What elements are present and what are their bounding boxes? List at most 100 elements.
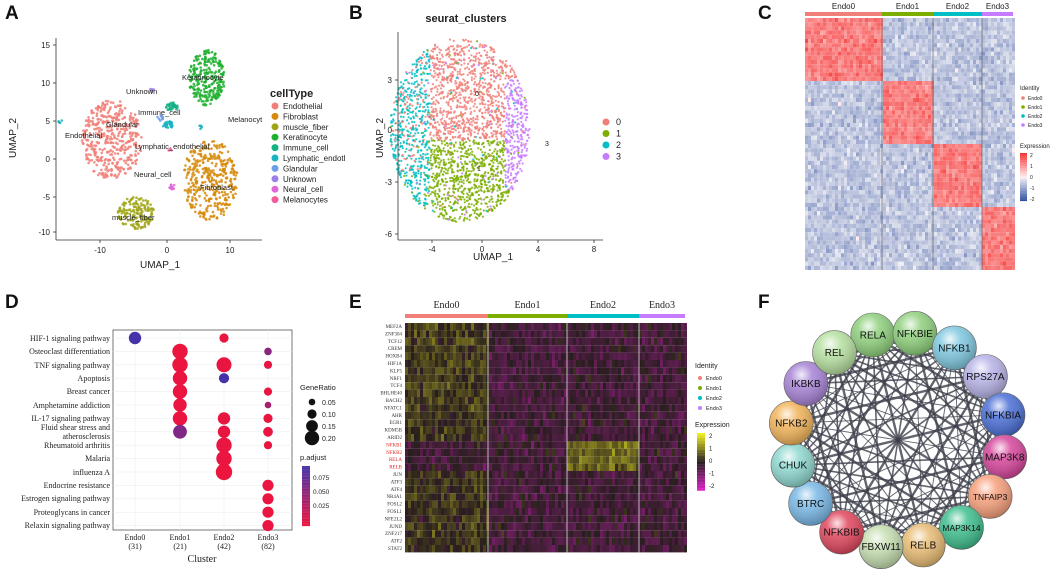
panel-c-cell bbox=[916, 30, 919, 35]
panel-a-point bbox=[193, 162, 196, 165]
panel-b-point bbox=[508, 188, 511, 191]
panel-c-cell bbox=[982, 30, 985, 35]
panel-b-point bbox=[423, 127, 427, 131]
panel-c-cell bbox=[994, 51, 997, 56]
panel-b-point bbox=[453, 174, 456, 178]
panel-a-point bbox=[100, 128, 103, 132]
panel-c-cell bbox=[901, 22, 904, 27]
panel-b-point bbox=[527, 129, 530, 132]
panel-c-cell bbox=[898, 47, 901, 52]
panel-c-cell bbox=[991, 18, 994, 23]
panel-c-cell bbox=[847, 22, 850, 27]
panel-c-cell bbox=[979, 60, 982, 65]
panel-b-point bbox=[438, 215, 441, 218]
panel-b-point bbox=[448, 204, 451, 207]
panel-c-cell bbox=[853, 30, 856, 35]
panel-a-point bbox=[126, 219, 130, 222]
panel-b-point bbox=[430, 167, 433, 170]
panel-b-point bbox=[512, 69, 515, 72]
panel-b-point bbox=[426, 152, 429, 156]
panel-c-cell bbox=[877, 60, 880, 65]
panel-a-point bbox=[191, 154, 194, 158]
panel-b-point bbox=[406, 119, 409, 122]
panel-b-point bbox=[391, 124, 394, 127]
panel-b-point bbox=[443, 184, 446, 187]
panel-a-point bbox=[206, 60, 209, 64]
panel-b-point bbox=[450, 125, 453, 128]
panel-b-point bbox=[400, 98, 403, 101]
panel-b-point bbox=[515, 130, 518, 133]
panel-c-cell bbox=[1009, 64, 1012, 69]
panel-c-cell bbox=[865, 64, 868, 69]
panel-b-point bbox=[454, 68, 457, 72]
panel-b-point bbox=[519, 138, 522, 141]
panel-b-point bbox=[481, 81, 484, 84]
panel-b-point bbox=[461, 196, 464, 199]
panel-b-point bbox=[455, 197, 458, 200]
panel-b-point bbox=[486, 210, 489, 213]
panel-b-point bbox=[447, 167, 450, 170]
panel-c-cell bbox=[829, 39, 832, 44]
panel-b-point bbox=[453, 143, 456, 147]
panel-b-point bbox=[473, 184, 476, 187]
panel-c-cell bbox=[997, 47, 1000, 52]
panel-b-point bbox=[441, 208, 444, 211]
panel-b-point bbox=[433, 153, 436, 156]
panel-b-point bbox=[480, 157, 483, 160]
panel-a-point bbox=[192, 183, 195, 186]
panel-b-point bbox=[456, 87, 459, 90]
panel-c-cell bbox=[931, 47, 934, 52]
panel-b-point bbox=[484, 68, 487, 71]
panel-b-point bbox=[492, 140, 495, 143]
panel-c-cell bbox=[943, 18, 946, 23]
panel-c-cell bbox=[874, 26, 877, 31]
panel-c-heatmap: Endo0 Endo1 Endo2 Endo3 IdentityEndo0Endo1E… bbox=[805, 2, 1050, 270]
panel-b-point bbox=[512, 131, 515, 134]
panel-c-cell bbox=[865, 39, 868, 44]
panel-a-point bbox=[205, 194, 208, 197]
panel-b-point bbox=[445, 49, 448, 52]
panel-b-point bbox=[442, 161, 445, 164]
panel-b-point bbox=[418, 105, 421, 108]
panel-b-point bbox=[440, 159, 443, 162]
panel-b-point bbox=[438, 138, 441, 141]
panel-c-cell bbox=[844, 22, 847, 27]
panel-b-point bbox=[506, 114, 509, 117]
panel-b-point bbox=[515, 166, 518, 169]
panel-c-cell bbox=[949, 30, 952, 35]
panel-b-point bbox=[458, 70, 461, 73]
panel-c-cell bbox=[865, 43, 868, 48]
panel-b-point bbox=[504, 185, 508, 188]
panel-b-point bbox=[459, 205, 463, 209]
panel-c-cell bbox=[826, 72, 829, 77]
panel-b-point bbox=[510, 84, 513, 87]
panel-b-point bbox=[525, 142, 528, 145]
panel-a-point bbox=[100, 151, 103, 155]
panel-b-point bbox=[515, 107, 518, 110]
panel-b-point bbox=[411, 73, 414, 76]
panel-b-point bbox=[433, 150, 436, 153]
panel-b-point bbox=[473, 135, 476, 138]
panel-a-point bbox=[123, 151, 126, 155]
panel-c-cell bbox=[811, 30, 814, 35]
panel-b-point bbox=[439, 183, 442, 186]
panel-b-point bbox=[395, 96, 398, 99]
panel-b-point bbox=[519, 159, 522, 162]
panel-a-point bbox=[195, 198, 198, 202]
panel-a-point bbox=[232, 173, 236, 176]
panel-b-point bbox=[480, 186, 483, 189]
panel-b-point bbox=[465, 107, 468, 110]
panel-b-point bbox=[490, 96, 493, 99]
panel-a-point bbox=[213, 152, 216, 156]
panel-a-point bbox=[124, 148, 128, 152]
panel-a-point bbox=[220, 67, 223, 70]
panel-b-point bbox=[465, 209, 468, 212]
panel-c-cell bbox=[910, 39, 913, 44]
panel-b-ytick-label: 3 bbox=[388, 76, 393, 85]
panel-b-point bbox=[415, 71, 418, 74]
panel-c-cell bbox=[823, 43, 826, 48]
panel-b-point bbox=[446, 64, 449, 67]
panel-c-cell bbox=[931, 18, 934, 23]
panel-b-point bbox=[445, 172, 448, 175]
